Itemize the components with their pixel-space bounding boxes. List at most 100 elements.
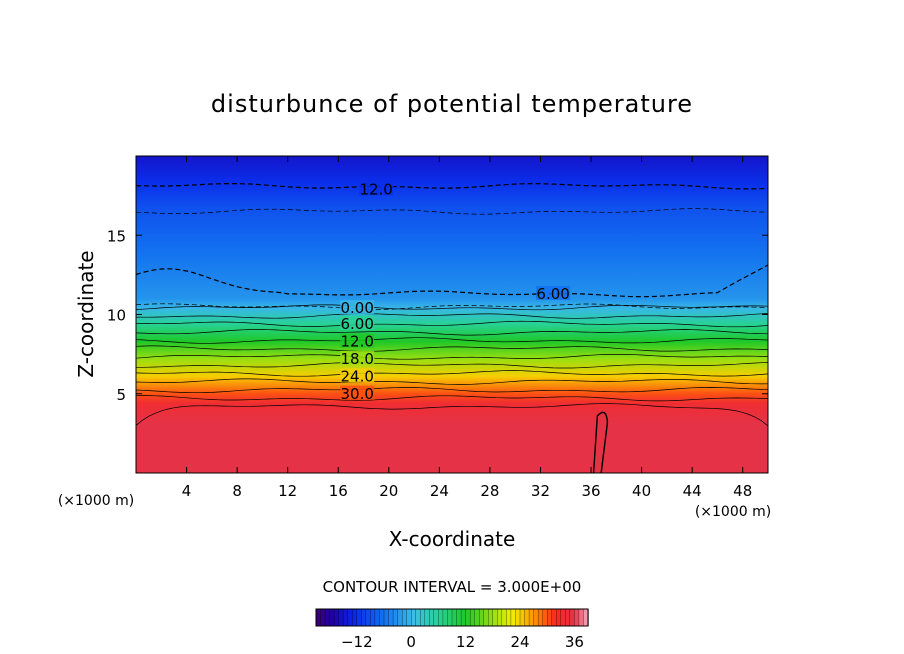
- contour-label: 6.00: [536, 285, 569, 303]
- colorbar-swatch: [397, 608, 403, 627]
- contour-label: 6.00: [340, 315, 373, 333]
- x-tick-label: 36: [581, 482, 600, 500]
- colorbar-swatch: [515, 608, 521, 627]
- colorbar-swatch: [537, 608, 544, 627]
- colorbar-swatch: [392, 608, 399, 627]
- colorbar-swatch: [551, 608, 557, 627]
- colorbar-swatch: [442, 608, 449, 627]
- colorbar-swatch: [492, 608, 498, 627]
- colorbar-swatch: [465, 608, 471, 627]
- contour-lines: [136, 183, 768, 473]
- contour-line: [136, 303, 768, 310]
- colorbar-swatch: [347, 608, 353, 627]
- colorbar-swatch: [451, 608, 458, 627]
- contour-label: 0.00: [340, 299, 373, 317]
- colorbar-swatch: [510, 608, 517, 627]
- colorbar-swatch: [365, 608, 372, 627]
- colorbar-swatch: [383, 608, 390, 627]
- x-tick-label: 32: [531, 482, 550, 500]
- colorbar-swatch: [370, 608, 376, 627]
- contour-line: [136, 345, 768, 352]
- y-tick-label: 15: [107, 227, 126, 245]
- colorbar-swatch: [474, 608, 480, 627]
- colorbar-swatch: [352, 608, 358, 627]
- colorbar-swatch: [556, 608, 562, 627]
- colorbar-swatch: [324, 608, 331, 627]
- contour-label-bg: [359, 181, 394, 196]
- contour-label-bg: [340, 350, 375, 365]
- contour-label-bg: [340, 300, 375, 315]
- colorbar-swatch: [479, 608, 485, 627]
- contour-line: [136, 208, 768, 215]
- colorbar-swatch: [406, 608, 412, 627]
- colorbar-swatch: [565, 608, 571, 627]
- colorbar-swatch: [333, 608, 340, 627]
- contour-line: [136, 329, 768, 336]
- contour-line: [136, 378, 768, 385]
- contour-label: 12.0: [359, 180, 392, 198]
- contour-line: [136, 337, 768, 344]
- x-tick-label: 28: [480, 482, 499, 500]
- colorbar-tick-label: −12: [341, 633, 373, 651]
- contour-line: [136, 353, 768, 360]
- contour-label-bg: [340, 333, 375, 348]
- colorbar-tick-label: 0: [406, 633, 416, 651]
- colorbar-swatch: [469, 608, 476, 627]
- contour-interval-label: CONTOUR INTERVAL = 3.000E+00: [323, 578, 582, 596]
- x-tick-label: 44: [683, 482, 702, 500]
- x-tick-label: 40: [632, 482, 651, 500]
- x-unit-left: (×1000 m): [58, 493, 134, 509]
- x-tick-label: 12: [278, 482, 297, 500]
- contour-line-closed: [592, 411, 609, 473]
- y-tick-label: 5: [116, 386, 126, 404]
- colorbar-swatch: [424, 608, 430, 627]
- colorbar-frame: [315, 608, 589, 627]
- colorbar-swatch: [483, 608, 489, 627]
- colorbar-swatches: [315, 608, 589, 627]
- contour-label-bg: [340, 316, 375, 331]
- colorbar-swatch: [356, 608, 362, 627]
- contour-line: [136, 403, 768, 427]
- colorbar: −12 0 12 24 36: [315, 608, 589, 651]
- colorbar-swatch: [433, 608, 440, 627]
- colorbar-ticks: −12 0 12 24 36: [341, 633, 584, 651]
- contour-line: [136, 387, 768, 394]
- colorbar-swatch: [456, 608, 462, 627]
- contour-line: [136, 320, 768, 328]
- colorbar-swatch: [578, 608, 585, 627]
- x-unit-right: (×1000 m): [695, 504, 771, 520]
- colorbar-tick-label: 24: [510, 633, 529, 651]
- contour-line: [136, 395, 768, 402]
- colorbar-swatch: [542, 608, 548, 627]
- colorbar-swatch: [315, 608, 322, 627]
- colorbar-swatch: [460, 608, 467, 627]
- colorbar-swatch: [320, 608, 326, 627]
- colorbar-swatch: [488, 608, 494, 627]
- contour-label: 12.0: [340, 332, 373, 350]
- y-axis-ticks: 5 10 15: [107, 227, 768, 404]
- contour-line: [136, 362, 768, 369]
- contour-line: [136, 313, 768, 319]
- colorbar-swatch: [361, 608, 367, 627]
- colorbar-swatch: [560, 608, 566, 627]
- colorbar-swatch: [411, 608, 417, 627]
- colorbar-swatch: [497, 608, 503, 627]
- colorbar-swatch: [374, 608, 381, 627]
- colorbar-swatch: [329, 608, 335, 627]
- colorbar-swatch: [574, 608, 580, 627]
- x-tick-label: 24: [430, 482, 449, 500]
- y-tick-label: 10: [107, 307, 126, 325]
- colorbar-swatch: [338, 608, 344, 627]
- contour-label-bg: [340, 385, 375, 400]
- colorbar-swatch: [547, 608, 553, 627]
- contour-label-bg: [536, 285, 571, 300]
- contour-line: [136, 183, 768, 190]
- colorbar-swatch: [569, 608, 576, 627]
- contour-label-bg: [340, 368, 375, 383]
- colorbar-swatch: [438, 608, 444, 627]
- contour-label: 30.0: [340, 385, 373, 403]
- colorbar-swatch: [420, 608, 426, 627]
